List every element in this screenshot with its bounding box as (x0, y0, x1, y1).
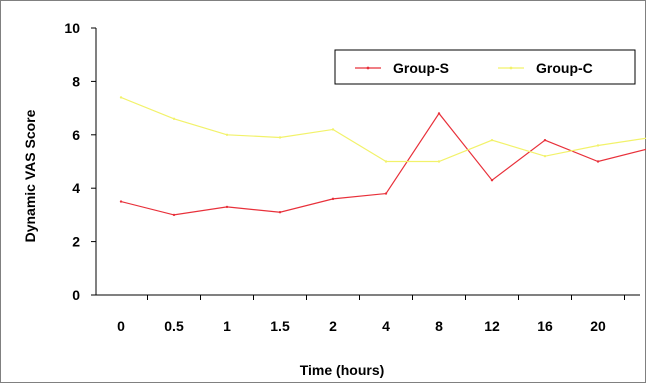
y-tick-label: 2 (72, 234, 80, 250)
data-point-group-s (172, 213, 176, 217)
data-point-group-c (331, 128, 335, 131)
data-point-group-c (225, 133, 229, 136)
y-tick-label: 0 (72, 287, 80, 303)
x-tick-label: 2 (329, 318, 337, 334)
x-tick-label: 1.5 (270, 318, 290, 334)
legend-label: Group-C (536, 60, 593, 76)
data-point-group-s (490, 178, 494, 182)
x-tick-label: 16 (537, 318, 553, 334)
legend: Group-S Group-C (334, 49, 636, 85)
data-point-group-s (384, 192, 388, 195)
y-tick-label: 6 (72, 127, 80, 143)
legend-label: Group-S (393, 60, 449, 76)
x-tick-label: 12 (484, 318, 500, 334)
x-tick-label: 0 (117, 318, 125, 334)
data-point-group-c (437, 160, 441, 163)
data-point-group-s (119, 200, 123, 203)
data-point-group-c (543, 154, 547, 158)
data-point-group-c (119, 96, 123, 99)
data-point-group-s (596, 160, 600, 163)
data-point-group-c (172, 117, 176, 120)
y-tick-label: 8 (72, 73, 80, 89)
data-point-group-c (490, 138, 494, 142)
data-point-group-c (278, 136, 282, 139)
series-line-group-c (120, 96, 646, 163)
data-point-group-s (225, 205, 229, 209)
legend-marker (366, 66, 370, 70)
data-point-group-s (331, 197, 335, 201)
x-tick-label: 4 (382, 318, 390, 334)
data-point-group-c (596, 144, 600, 147)
x-axis-label: Time (hours) (300, 362, 385, 378)
y-tick-label: 4 (72, 180, 80, 196)
y-tick-label: 10 (64, 20, 80, 36)
y-axis-label: Dynamic VAS Score (22, 109, 38, 242)
x-tick-label: 8 (435, 318, 443, 334)
legend-marker (509, 66, 513, 70)
x-tick-label: 0.5 (164, 318, 184, 334)
data-point-group-c (384, 160, 388, 163)
series-line-group-s (120, 112, 646, 216)
series-layer (119, 96, 646, 217)
data-point-group-s (278, 211, 282, 214)
x-tick-label: 1 (223, 318, 231, 334)
data-point-group-s (543, 138, 547, 142)
axes (91, 27, 640, 300)
x-tick-label: 20 (590, 318, 606, 334)
data-point-group-s (437, 112, 441, 115)
legend-box (334, 49, 636, 85)
x-tick-labels: 0 0.5 1 1.5 2 4 8 12 16 20 (117, 318, 606, 334)
y-tick-labels: 0 2 4 6 8 10 (64, 20, 80, 303)
